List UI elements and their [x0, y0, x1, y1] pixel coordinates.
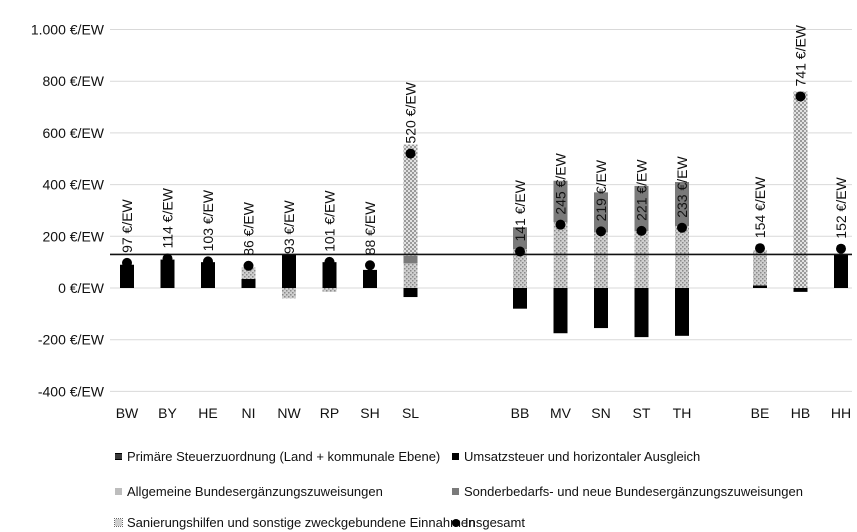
- total-marker-TH: [677, 222, 687, 233]
- bar-segment-TH: [675, 225, 689, 288]
- value-label-RP: 101 €/EW: [322, 190, 338, 252]
- y-tick-label: 1.000 €/EW: [31, 22, 105, 38]
- value-label-TH: 233 €/EW: [674, 156, 690, 218]
- total-marker-BB: [515, 246, 525, 257]
- value-label-ST: 221 €/EW: [634, 159, 650, 221]
- value-label-HB: 741 €/EW: [793, 24, 809, 86]
- total-marker-SN: [596, 226, 606, 237]
- x-tick-label: NI: [242, 405, 256, 421]
- total-marker-NW: [284, 258, 294, 269]
- value-label-NI: 86 €/EW: [241, 201, 257, 255]
- y-tick-label: 400 €/EW: [43, 177, 105, 193]
- bar-segment-BE: [753, 285, 767, 288]
- bar-segment-TH: [675, 182, 689, 226]
- bar-segment-BB: [513, 227, 527, 250]
- total-marker-RP: [324, 256, 335, 267]
- total-marker-HE: [203, 256, 213, 267]
- value-label-MV: 245 €/EW: [553, 152, 569, 214]
- bar-segment-SL: [403, 144, 418, 256]
- value-label-SN: 219 €/EW: [593, 159, 609, 221]
- value-label-BE: 154 €/EW: [752, 176, 768, 238]
- y-tick-label: 200 €/EW: [43, 228, 105, 244]
- y-tick-label: 800 €/EW: [43, 73, 105, 89]
- x-tick-label: HB: [791, 405, 810, 421]
- y-tick-label: -200 €/EW: [38, 332, 105, 348]
- bar-segment-BB: [513, 288, 527, 309]
- bars: [120, 91, 848, 338]
- y-tick-label: 600 €/EW: [43, 125, 105, 141]
- value-label-HH: 152 €/EW: [833, 176, 849, 238]
- bar-segment-SL: [403, 288, 418, 298]
- bar-segment-HH: [834, 254, 848, 288]
- x-tick-label: HE: [198, 405, 217, 421]
- y-tick-label: -400 €/EW: [38, 383, 105, 399]
- bar-segment-HB: [793, 91, 808, 288]
- x-tick-label: ST: [633, 405, 651, 421]
- bar-segment-SN: [594, 232, 608, 288]
- bar-segment-ST: [634, 185, 649, 232]
- bar-segment-BE: [753, 250, 767, 286]
- total-marker-MV: [555, 219, 566, 230]
- value-label-NW: 93 €/EW: [281, 199, 297, 253]
- value-label-BY: 114 €/EW: [160, 187, 176, 248]
- value-label-SL: 520 €/EW: [403, 81, 419, 143]
- total-marker-SH: [365, 260, 375, 271]
- bar-segment-RP: [322, 288, 337, 292]
- bar-segment-NW: [282, 288, 296, 299]
- bar-segment-HB: [793, 288, 808, 292]
- bar-segment-HE: [201, 262, 215, 288]
- bar-segment-RP: [322, 262, 337, 288]
- bar-segment-ST: [634, 288, 649, 338]
- total-markers: [122, 91, 846, 271]
- x-tick-label: HH: [831, 405, 851, 421]
- x-tick-label: NW: [277, 405, 301, 421]
- x-tick-label: BB: [511, 405, 530, 421]
- total-marker-HH: [836, 243, 846, 254]
- x-tick-label: BW: [116, 405, 139, 421]
- total-marker-SL: [405, 148, 416, 159]
- value-label-BB: 141 €/EW: [512, 179, 528, 241]
- total-marker-BY: [162, 253, 173, 264]
- value-labels: 97 €/EW 114 €/EW 103 €/EW 86 €/EW 93 €/EW 101…: [119, 24, 849, 256]
- y-tick-label: 0 €/EW: [58, 280, 105, 296]
- bar-segment-BW: [120, 264, 134, 288]
- bar-segment-SL: [403, 255, 418, 264]
- x-tick-label: SL: [402, 405, 419, 421]
- bar-segment-SN: [594, 192, 608, 233]
- bar-segment-BY: [160, 259, 175, 288]
- bar-segment-BB: [513, 249, 527, 288]
- bar-segment-TH: [675, 288, 689, 336]
- x-axis: BW BY HE NI NW RP SH SL BB MV SN ST TH BE HB HH: [116, 405, 851, 421]
- x-tick-label: BE: [751, 405, 770, 421]
- gridlines: [110, 29, 852, 392]
- bar-segment-SL: [403, 263, 418, 288]
- x-tick-label: SH: [360, 405, 379, 421]
- x-tick-label: RP: [320, 405, 339, 421]
- bar-segment-NI: [241, 267, 256, 279]
- x-tick-label: BY: [158, 405, 177, 421]
- value-label-HE: 103 €/EW: [200, 189, 216, 251]
- value-label-BW: 97 €/EW: [119, 198, 135, 252]
- bar-segment-SH: [363, 269, 377, 288]
- value-label-SH: 88 €/EW: [362, 201, 378, 255]
- bar-segment-MV: [553, 180, 568, 223]
- total-marker-HB: [795, 91, 806, 102]
- bar-segment-ST: [634, 231, 649, 288]
- total-marker-NI: [243, 260, 254, 271]
- total-marker-BW: [122, 257, 132, 268]
- x-tick-label: TH: [673, 405, 692, 421]
- y-axis: -400 €/EW -200 €/EW 0 €/EW 200 €/EW 400 €/EW…: [31, 22, 105, 400]
- bar-segment-MV: [553, 288, 568, 334]
- bar-segment-NI: [241, 278, 256, 288]
- total-marker-ST: [636, 225, 647, 236]
- x-tick-label: MV: [550, 405, 572, 421]
- total-marker-BE: [755, 243, 765, 254]
- bar-segment-SN: [594, 288, 608, 329]
- x-tick-label: SN: [591, 405, 610, 421]
